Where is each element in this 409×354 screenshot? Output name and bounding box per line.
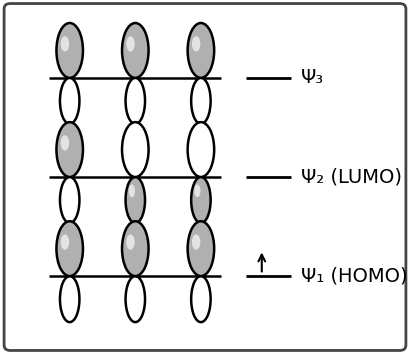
Ellipse shape	[125, 276, 145, 322]
Ellipse shape	[122, 122, 148, 177]
Ellipse shape	[187, 23, 213, 78]
Ellipse shape	[128, 184, 135, 197]
Ellipse shape	[187, 122, 213, 177]
Ellipse shape	[194, 184, 200, 197]
Ellipse shape	[56, 221, 83, 276]
Ellipse shape	[191, 36, 200, 52]
Text: Ψ₂ (LUMO): Ψ₂ (LUMO)	[301, 167, 401, 187]
Ellipse shape	[56, 122, 83, 177]
Ellipse shape	[191, 78, 210, 124]
Ellipse shape	[191, 234, 200, 250]
Ellipse shape	[126, 36, 135, 52]
Text: Ψ₁ (HOMO): Ψ₁ (HOMO)	[301, 267, 407, 286]
Ellipse shape	[60, 177, 79, 223]
Ellipse shape	[191, 276, 210, 322]
Ellipse shape	[61, 234, 69, 250]
Ellipse shape	[61, 36, 69, 52]
Ellipse shape	[191, 177, 210, 223]
Ellipse shape	[126, 234, 135, 250]
Ellipse shape	[60, 78, 79, 124]
Ellipse shape	[61, 135, 69, 151]
Ellipse shape	[125, 78, 145, 124]
Text: Ψ₃: Ψ₃	[301, 68, 324, 87]
Ellipse shape	[122, 23, 148, 78]
Ellipse shape	[60, 276, 79, 322]
Ellipse shape	[122, 221, 148, 276]
FancyBboxPatch shape	[4, 4, 405, 350]
Ellipse shape	[56, 23, 83, 78]
Ellipse shape	[187, 221, 213, 276]
Ellipse shape	[125, 177, 145, 223]
